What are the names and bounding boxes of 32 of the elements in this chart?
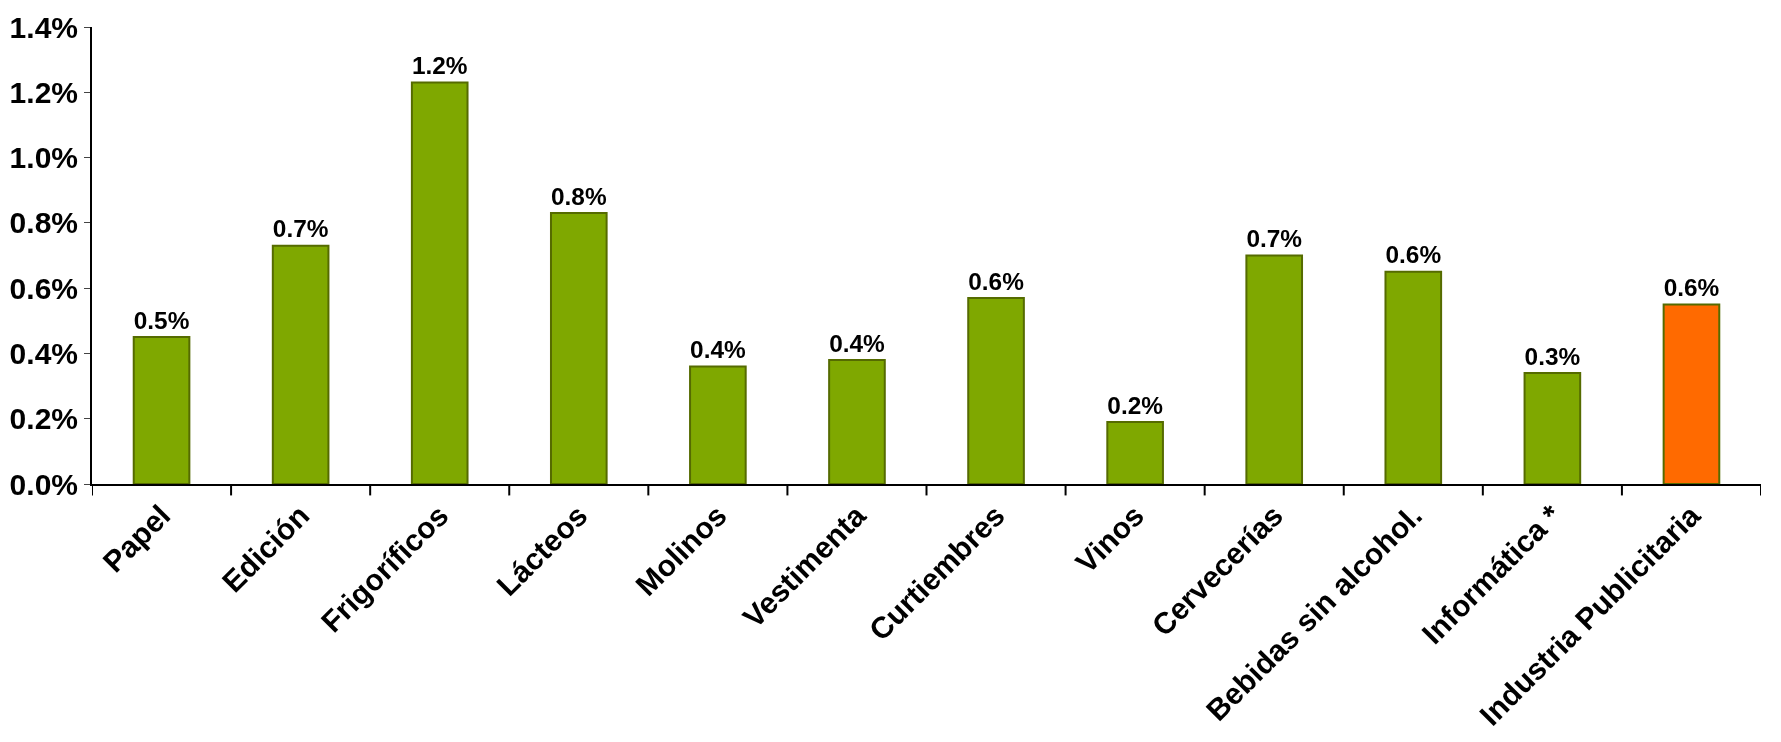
data-label: 0.8% <box>551 182 607 210</box>
bar <box>549 212 608 484</box>
bar <box>1384 270 1443 484</box>
y-tick-label: 1.4% <box>9 10 78 44</box>
y-tick-label: 0.0% <box>9 467 78 501</box>
bar <box>410 81 469 484</box>
bar <box>689 365 747 484</box>
y-tick-label: 0.6% <box>9 271 78 305</box>
y-tick-label: 0.8% <box>9 206 78 240</box>
y-tick-label: 1.0% <box>9 141 78 175</box>
bar <box>132 336 191 484</box>
y-tick-label: 1.2% <box>9 75 78 109</box>
bar <box>1662 303 1721 484</box>
y-tick-label: 0.4% <box>9 336 78 370</box>
bar <box>1245 254 1304 484</box>
y-tick-label: 0.2% <box>9 402 78 436</box>
data-label: 0.3% <box>1524 342 1581 370</box>
data-label: 0.4% <box>690 336 746 364</box>
bar <box>828 358 886 484</box>
data-label: 1.2% <box>411 52 468 80</box>
data-label: 0.7% <box>1246 225 1303 253</box>
data-label: 0.6% <box>1385 241 1442 269</box>
bar <box>1523 372 1582 484</box>
data-label: 0.5% <box>133 306 190 334</box>
bar <box>967 296 1025 484</box>
data-label: 0.6% <box>968 267 1025 295</box>
data-label: 0.2% <box>1107 391 1164 419</box>
data-label: 0.7% <box>272 215 329 243</box>
bar <box>271 244 330 484</box>
data-label: 0.4% <box>829 329 886 357</box>
data-label: 0.6% <box>1663 274 1720 302</box>
bar <box>1106 420 1164 484</box>
